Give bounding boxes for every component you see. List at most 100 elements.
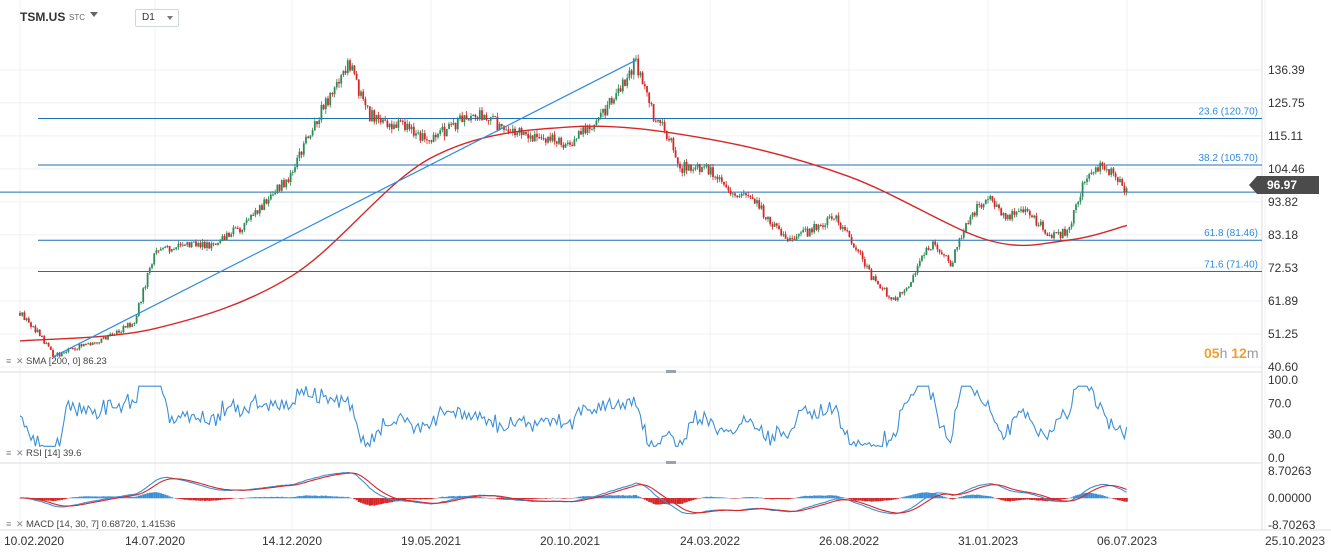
macd-histogram-bar bbox=[635, 495, 638, 499]
candle-body bbox=[632, 58, 635, 75]
macd-histogram-bar bbox=[676, 498, 679, 504]
macd-histogram-bar bbox=[830, 495, 833, 499]
macd-histogram-bar bbox=[399, 498, 402, 500]
macd-histogram-bar bbox=[817, 495, 820, 499]
macd-histogram-bar bbox=[344, 497, 347, 499]
settings-lines-icon[interactable]: ≡ bbox=[6, 448, 12, 458]
macd-histogram-bar bbox=[903, 496, 906, 499]
candle-body bbox=[346, 60, 349, 74]
close-icon[interactable]: ✕ bbox=[16, 356, 24, 366]
macd-histogram-bar bbox=[1002, 498, 1005, 501]
candle-body bbox=[428, 140, 431, 142]
candle-body bbox=[234, 227, 237, 229]
macd-histogram-bar bbox=[749, 497, 752, 499]
candle-body bbox=[877, 280, 879, 285]
macd-histogram-bar bbox=[538, 498, 541, 499]
symbol-dropdown-icon[interactable] bbox=[90, 12, 98, 17]
macd-histogram-bar bbox=[969, 494, 972, 499]
macd-histogram-bar bbox=[881, 498, 884, 501]
candle-body bbox=[1037, 225, 1040, 227]
candle-body bbox=[905, 287, 908, 291]
macd-histogram-bar bbox=[951, 498, 954, 500]
settings-lines-icon[interactable]: ≡ bbox=[6, 519, 12, 529]
candle-body bbox=[27, 318, 30, 323]
macd-line[interactable] bbox=[19, 471, 1127, 515]
candle-body bbox=[558, 137, 560, 144]
candle-body bbox=[866, 265, 868, 267]
macd-histogram-bar bbox=[747, 497, 750, 499]
macd-histogram-bar bbox=[162, 493, 165, 499]
candle-body bbox=[720, 177, 723, 182]
candle-body bbox=[694, 167, 697, 170]
macd-histogram-bar bbox=[476, 497, 479, 499]
macd-histogram-bar bbox=[811, 495, 814, 499]
candle-body bbox=[943, 254, 945, 256]
macd-histogram-bar bbox=[789, 498, 792, 499]
macd-histogram-bar bbox=[38, 498, 41, 501]
macd-histogram-bar bbox=[1022, 498, 1025, 500]
macd-histogram-bar bbox=[522, 498, 525, 500]
macd-histogram-bar bbox=[795, 497, 798, 499]
macd-signal-line[interactable] bbox=[20, 472, 1127, 514]
candle-body bbox=[1079, 196, 1082, 202]
macd-histogram-bar bbox=[1066, 498, 1069, 499]
timeframe-select[interactable]: D1 bbox=[135, 9, 179, 27]
rsi-line[interactable] bbox=[19, 385, 1128, 449]
candle-body bbox=[1116, 177, 1119, 182]
candle-body bbox=[687, 164, 690, 171]
sma-line[interactable] bbox=[19, 125, 1128, 342]
macd-histogram-bar bbox=[63, 498, 66, 500]
macd-histogram-bar bbox=[1050, 498, 1053, 502]
macd-histogram-bar bbox=[701, 497, 704, 499]
candle-body bbox=[846, 230, 849, 232]
candle-body bbox=[371, 110, 373, 122]
panel-resize-handle[interactable] bbox=[666, 461, 676, 464]
candle-body bbox=[826, 217, 829, 226]
macd-histogram-bar bbox=[49, 498, 52, 501]
macd-histogram-bar bbox=[445, 496, 448, 499]
candle-body bbox=[762, 205, 765, 218]
macd-histogram-bar bbox=[269, 496, 272, 499]
candle-body bbox=[698, 164, 701, 173]
trend-line[interactable] bbox=[53, 59, 637, 357]
macd-histogram-bar bbox=[100, 496, 103, 499]
candle-body bbox=[452, 122, 455, 125]
candle-body bbox=[912, 275, 915, 283]
candle-body bbox=[714, 176, 717, 178]
candle-body bbox=[811, 228, 813, 233]
candle-body bbox=[529, 135, 532, 139]
macd-histogram-bar bbox=[608, 495, 611, 499]
candle-body bbox=[78, 344, 81, 350]
macd-histogram-bar bbox=[60, 498, 63, 500]
candle-body bbox=[104, 336, 107, 340]
close-icon[interactable]: ✕ bbox=[16, 448, 24, 458]
candle-body bbox=[863, 259, 866, 267]
macd-histogram-bar bbox=[621, 495, 624, 499]
candle-body bbox=[610, 98, 613, 104]
chart-toolbar: TSM.US STC D1 bbox=[0, 0, 600, 34]
candle-body bbox=[454, 122, 457, 130]
panel-resize-handle[interactable] bbox=[666, 370, 676, 373]
macd-histogram-bar bbox=[782, 498, 785, 500]
fibonacci-levels: 23.6 (120.70) 38.2 (105.70) 61.8 (81.46) 71… bbox=[0, 107, 1262, 272]
candle-body bbox=[670, 138, 673, 141]
macd-histogram-bar bbox=[342, 496, 345, 499]
macd-histogram-bar bbox=[230, 498, 233, 499]
candle-body bbox=[582, 127, 585, 135]
candle-body bbox=[67, 348, 70, 352]
close-icon[interactable]: ✕ bbox=[16, 519, 24, 529]
candle-body bbox=[98, 342, 101, 344]
candle-body bbox=[177, 243, 180, 248]
candle-body bbox=[1099, 162, 1102, 172]
candle-body bbox=[923, 254, 926, 256]
candle-body bbox=[639, 72, 642, 76]
macd-histogram-bar bbox=[203, 498, 206, 501]
candle-body bbox=[1108, 169, 1110, 175]
macd-histogram-bar bbox=[674, 498, 677, 504]
candle-body bbox=[120, 332, 123, 334]
symbol-name[interactable]: TSM.US bbox=[20, 10, 66, 24]
candle-body bbox=[593, 124, 596, 130]
macd-histogram-bar bbox=[925, 492, 928, 499]
settings-lines-icon[interactable]: ≡ bbox=[6, 356, 12, 366]
